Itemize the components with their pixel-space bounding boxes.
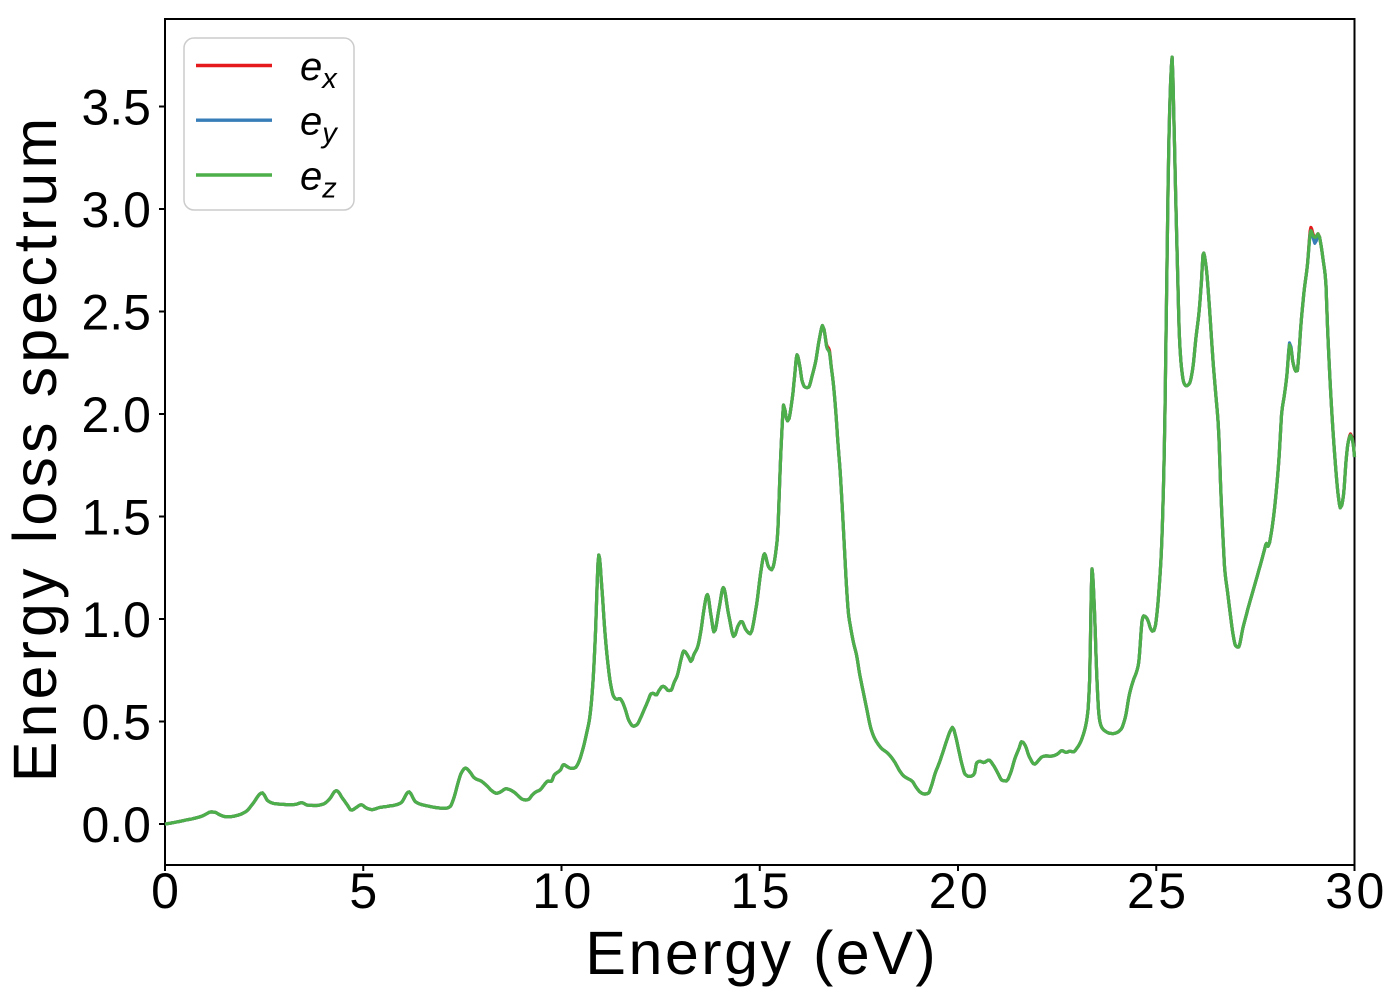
svg-text:3.5: 3.5 [81, 80, 151, 136]
svg-text:2.5: 2.5 [81, 285, 151, 341]
svg-text:0.5: 0.5 [81, 695, 151, 751]
svg-text:25: 25 [1127, 863, 1190, 919]
svg-text:5: 5 [349, 863, 377, 919]
svg-text:Energy (eV): Energy (eV) [585, 919, 938, 987]
svg-text:Energy loss spectrum: Energy loss spectrum [1, 114, 69, 783]
svg-text:0: 0 [151, 863, 179, 919]
svg-text:1.5: 1.5 [81, 490, 151, 546]
svg-text:1.0: 1.0 [81, 592, 151, 648]
svg-text:15: 15 [730, 863, 793, 919]
svg-text:0.0: 0.0 [81, 797, 151, 853]
svg-text:10: 10 [532, 863, 595, 919]
svg-text:30: 30 [1325, 863, 1388, 919]
svg-text:2.0: 2.0 [81, 387, 151, 443]
svg-text:3.0: 3.0 [81, 182, 151, 238]
svg-text:20: 20 [929, 863, 992, 919]
